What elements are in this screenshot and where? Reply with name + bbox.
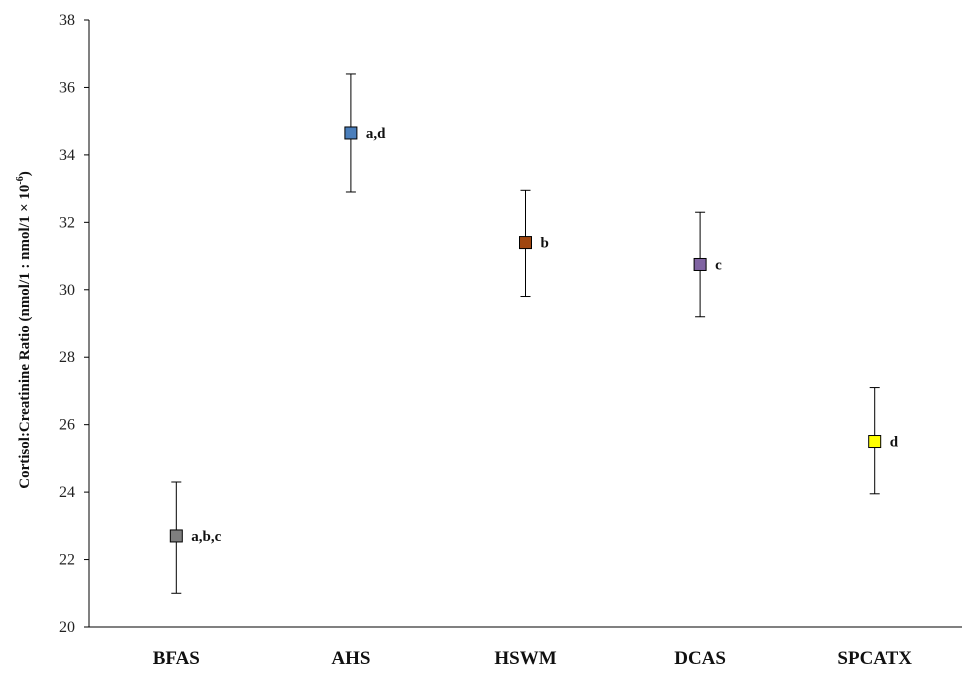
data-point [519,236,532,250]
data-point [868,435,882,449]
y-tick-label: 38 [59,12,75,29]
y-ticks: 20 22 24 26 28 30 32 34 36 38 [59,12,89,636]
y-axis-title-close: ) [17,171,33,176]
y-axis-title-superscript: -6 [15,176,26,184]
x-category-label: SPCATX [837,648,912,669]
data-annotation: b [541,236,549,252]
x-category-label: HSWM [494,648,556,669]
data-points: a,b,c a,d b c d [169,73,899,594]
data-annotation: a,b,c [191,529,221,545]
y-tick-label: 36 [59,79,75,96]
data-annotation: d [890,435,899,451]
x-category-labels: BFAS AHS HSWM DCAS SPCATX [153,648,913,669]
data-point [169,529,183,543]
y-tick-label: 22 [59,552,75,569]
y-tick-label: 20 [59,619,75,636]
y-axis-title: Cortisol:Creatinine Ratio (nmol/1 : nmol… [15,171,33,488]
y-tick-label: 32 [59,214,75,231]
y-axis-title-main: Cortisol:Creatinine Ratio (nmol/1 : nmol… [17,185,33,489]
x-category-label: BFAS [153,648,200,669]
x-category-label: DCAS [674,648,726,669]
data-point [693,257,707,271]
axes: 20 22 24 26 28 30 32 34 36 38 BFAS AHS HSWM DCAS SPCA… [59,12,962,669]
y-tick-label: 24 [59,484,75,501]
y-tick-label: 34 [59,147,75,164]
y-tick-label: 30 [59,282,75,299]
data-annotation: a,d [366,126,386,142]
data-point [344,126,358,140]
x-category-label: AHS [331,648,370,669]
data-annotation: c [715,257,722,273]
y-tick-label: 26 [59,417,75,434]
y-tick-label: 28 [59,349,75,366]
